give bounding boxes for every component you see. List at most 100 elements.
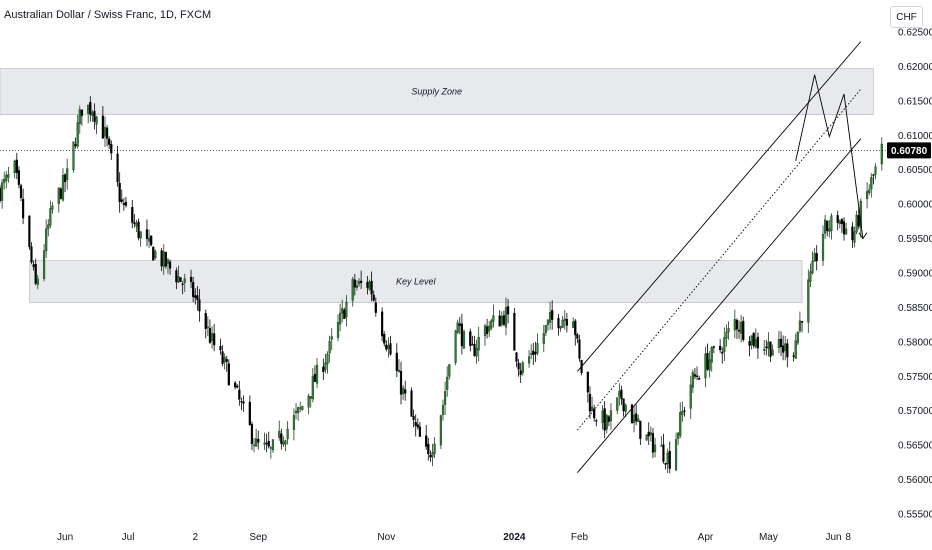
y-tick-label: 0.58500 <box>898 303 932 314</box>
y-tick-label: 0.61500 <box>898 96 932 107</box>
candle-body <box>792 355 795 357</box>
candle-body <box>45 228 48 252</box>
candle-body <box>737 329 741 332</box>
candle-body <box>267 440 270 447</box>
candle-body <box>307 395 310 408</box>
candle-body <box>708 359 711 371</box>
candle-body <box>63 174 67 183</box>
candle-body <box>383 333 386 344</box>
candle-body <box>704 353 707 379</box>
candle-body <box>632 414 636 423</box>
candle-body <box>693 374 697 377</box>
zone-label-0: Supply Zone <box>411 87 462 97</box>
candle-body <box>280 433 283 444</box>
candle-body <box>252 444 256 446</box>
candle-body <box>515 352 518 362</box>
candle-body <box>189 276 193 283</box>
candle-body <box>381 311 384 337</box>
y-tick-label: 0.57000 <box>898 406 932 417</box>
candle-body <box>93 110 96 122</box>
candle-body <box>28 215 31 248</box>
candle-body <box>622 398 625 412</box>
candle-body <box>824 219 827 234</box>
candle-body <box>838 220 841 224</box>
candle-body <box>880 143 883 165</box>
candle-body <box>236 385 239 388</box>
candle-body <box>462 331 466 349</box>
candle-body <box>874 166 877 175</box>
candle-body <box>557 317 560 329</box>
candle-body <box>87 104 90 114</box>
candle-body <box>809 271 812 282</box>
candle-body <box>263 442 266 445</box>
candle-body <box>0 182 4 201</box>
candle-body <box>399 370 403 395</box>
candle-body <box>565 319 568 326</box>
candle-body <box>425 435 428 447</box>
candle-body <box>504 307 508 328</box>
candle-body <box>857 215 860 227</box>
candle-body <box>784 343 787 351</box>
last-price-label: 0.60780 <box>891 146 928 157</box>
candle-body <box>355 285 359 289</box>
candle-body <box>872 174 875 176</box>
candle-body <box>742 320 745 340</box>
candle-body <box>271 439 275 451</box>
x-tick-label: Jun <box>57 532 73 543</box>
candle-body <box>108 138 111 145</box>
candle-body <box>242 401 245 404</box>
candle-body <box>752 333 755 346</box>
candle-body <box>124 201 128 206</box>
candle-body <box>313 374 317 382</box>
candle-body <box>771 349 774 356</box>
candle-body <box>13 160 16 173</box>
candle-body <box>513 312 516 351</box>
candle-body <box>328 340 331 354</box>
last-price-tag <box>887 142 931 159</box>
candle-body <box>223 357 226 363</box>
candle-body <box>840 219 844 225</box>
candle-body <box>131 207 134 223</box>
candle-body <box>544 324 547 333</box>
candle-body <box>870 177 873 190</box>
candle-body <box>353 279 356 288</box>
candle-body <box>807 279 810 323</box>
candle-body <box>34 264 37 284</box>
candle-body <box>206 326 209 328</box>
candle-body <box>765 346 768 348</box>
candle-body <box>624 404 627 412</box>
candle-body <box>490 320 493 329</box>
candle-body <box>681 411 684 416</box>
candle-body <box>416 424 419 428</box>
candle-body <box>278 430 281 438</box>
candle-body <box>402 387 405 395</box>
candle-body <box>414 421 417 426</box>
candle-body <box>89 102 92 115</box>
candle-body <box>160 250 163 267</box>
candle-body <box>666 452 669 465</box>
candle-body <box>372 294 375 301</box>
candle-body <box>95 116 98 125</box>
candle-body <box>630 404 634 424</box>
candle-body <box>385 344 388 350</box>
candle-body <box>542 333 545 344</box>
candle-body <box>695 375 699 377</box>
candle-body <box>786 343 789 358</box>
zone-0 <box>0 68 874 115</box>
candle-body <box>488 325 491 332</box>
candle-body <box>139 231 142 239</box>
candle-body <box>826 220 829 232</box>
candle-body <box>706 353 709 370</box>
candle-body <box>779 338 783 348</box>
zone-1 <box>29 260 803 303</box>
candle-body <box>101 115 104 139</box>
candle-body <box>471 344 474 346</box>
candle-body <box>179 277 182 282</box>
candle-body <box>118 182 121 202</box>
y-tick-label: 0.57500 <box>898 372 932 383</box>
candle-body <box>240 401 243 403</box>
candle-body <box>679 412 682 436</box>
currency-button[interactable]: CHF <box>890 6 923 28</box>
candle-body <box>639 420 642 439</box>
candle-body <box>748 341 751 346</box>
